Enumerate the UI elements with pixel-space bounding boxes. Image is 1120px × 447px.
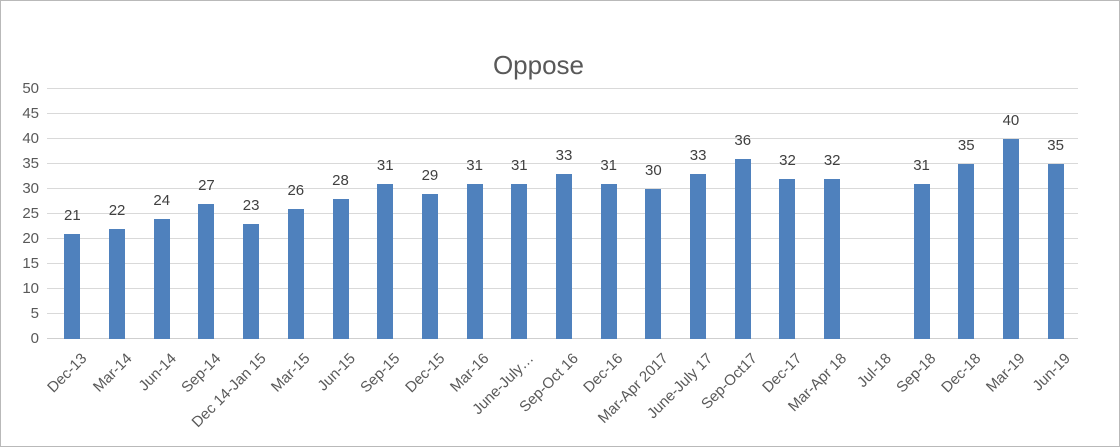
x-tick-label: Mar-19 [983,350,1029,396]
bar [824,179,841,339]
y-tick-label: 30 [22,180,39,197]
x-tick-label: Jun-19 [1029,350,1074,395]
bar [64,234,81,339]
bar [287,209,304,339]
value-label: 22 [108,202,126,219]
value-label: 33 [689,147,707,164]
gridline [47,113,1078,114]
y-tick-label: 40 [22,130,39,147]
y-tick-label: 35 [22,155,39,172]
value-label: 31 [376,157,394,174]
bar [153,219,170,339]
x-tick-label: Jul-18 [853,350,895,391]
x-axis-labels: Dec-13 Mar-14 Jun-14 Sep-14 Dec 14-Jan 15 Mar… [44,350,1078,446]
y-tick-label: 20 [22,230,39,247]
x-tick-label: Jun-14 [135,350,180,395]
value-label: 30 [645,162,662,179]
value-label: 26 [287,182,305,199]
value-label: 35 [1047,137,1064,154]
bar [332,199,349,339]
value-label: 29 [421,167,439,184]
bar [243,224,260,339]
x-tick-label: Mar-14 [89,350,136,396]
bar [645,189,662,339]
value-label: 31 [466,157,483,174]
x-tick-label: Dec-15 [401,350,448,397]
bar [1047,164,1064,339]
y-tick-label: 0 [30,330,39,347]
bar [779,179,796,339]
gridline [47,88,1078,89]
y-tick-label: 15 [22,255,39,272]
x-tick-label: Jun-15 [314,350,359,395]
x-tick-label: Dec-18 [938,350,985,397]
value-label: 24 [153,192,171,209]
y-tick-label: 10 [22,280,39,297]
y-tick-label: 45 [22,105,39,122]
value-label: 32 [823,152,841,169]
value-label: 36 [734,132,752,149]
bar [958,164,975,339]
value-label: 40 [1002,112,1020,129]
y-tick-label: 50 [22,80,39,97]
bar [466,184,483,339]
bar [421,194,438,339]
y-tick-label: 25 [22,205,39,222]
value-label: 35 [957,137,975,154]
value-label: 23 [242,197,260,214]
bar [690,174,707,339]
value-label: 27 [198,177,215,194]
value-label: 31 [510,157,528,174]
bar [198,204,215,339]
bar [377,184,394,339]
value-label: 21 [64,207,81,224]
gridline [47,163,1078,164]
x-tick-label: Mar-15 [268,350,314,396]
x-tick-label: Dec-13 [44,350,91,397]
bar [556,174,572,339]
value-label: 28 [332,172,349,189]
chart-title: Oppose [492,50,585,80]
bar [734,159,751,339]
bar [511,184,528,339]
bar [109,229,126,339]
x-tick-label: Sep-15 [357,350,404,397]
bar [913,184,930,339]
bar [1002,139,1019,339]
plot-area: 21 22 24 27 23 26 28 31 29 31 31 33 31 30 33 36 32 32 31 35… [47,88,1078,339]
value-label: 31 [600,157,618,174]
y-tick-label: 5 [30,305,39,322]
x-tick-label: Sep-18 [893,350,940,397]
bar [600,184,617,339]
value-label: 33 [555,147,573,164]
value-label: 31 [913,157,930,174]
value-label: 32 [779,152,796,169]
gridline [47,138,1078,139]
